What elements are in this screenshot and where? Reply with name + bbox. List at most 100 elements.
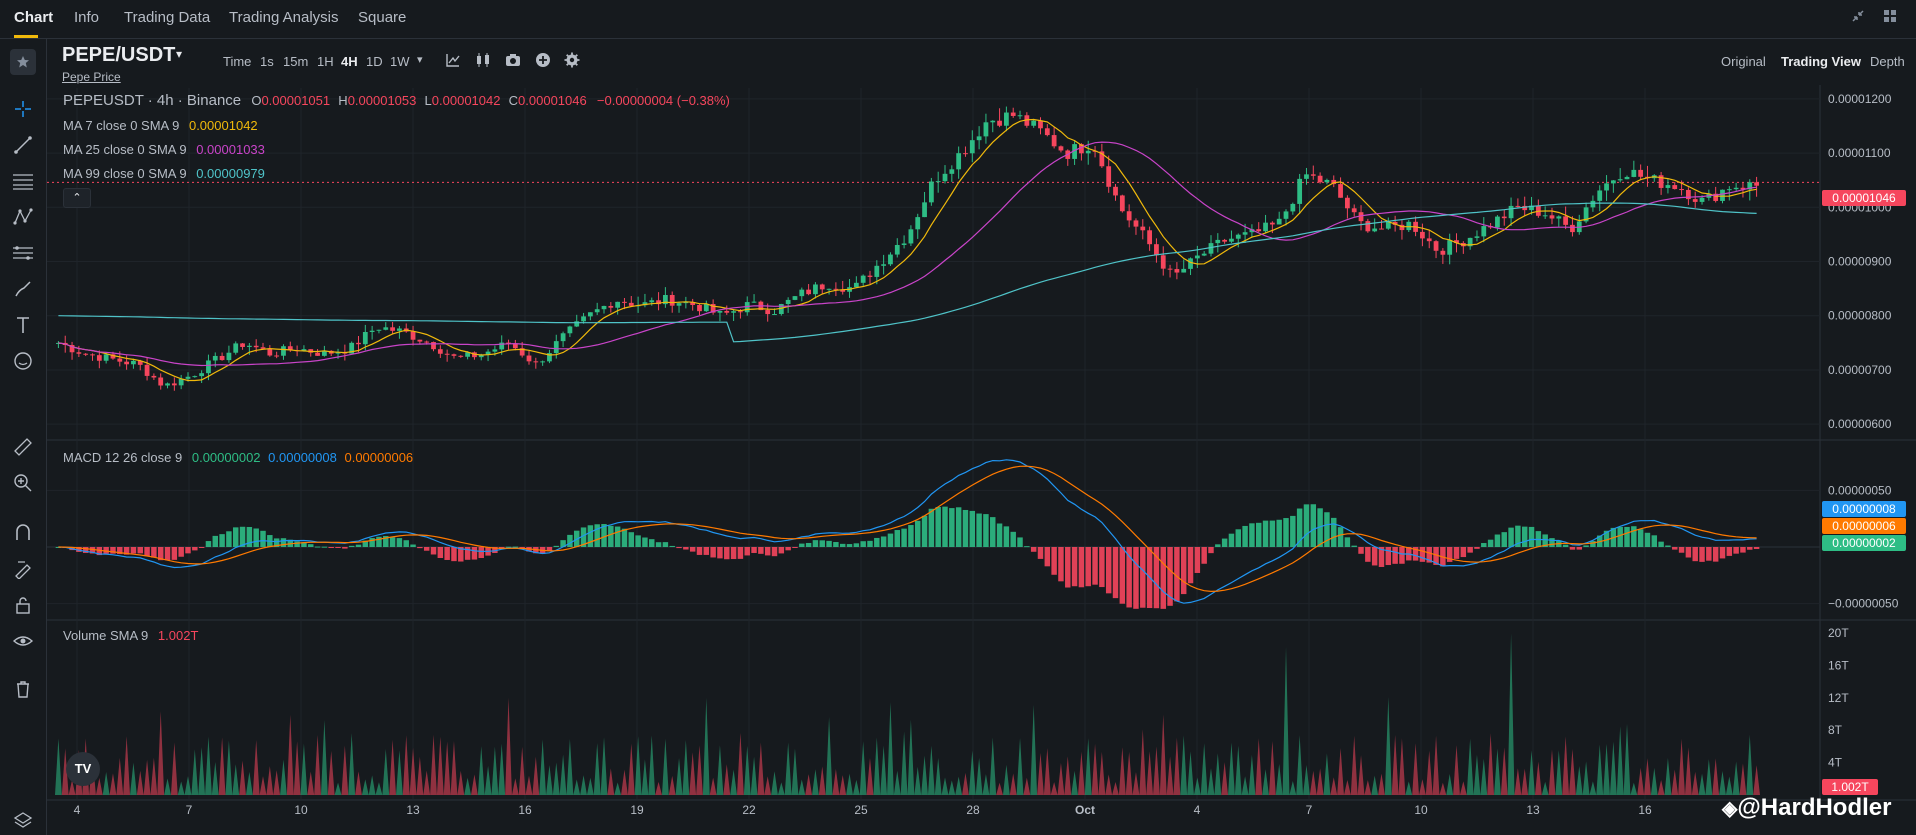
- volume-bar: [368, 775, 376, 795]
- candle-type-icon[interactable]: [475, 52, 491, 73]
- candle-body: [1038, 120, 1043, 129]
- pair-price-link[interactable]: Pepe Price: [62, 70, 121, 84]
- macd-histogram-bar: [369, 538, 375, 547]
- tab-trading-analysis[interactable]: Trading Analysis: [229, 9, 339, 26]
- macd-histogram-bar: [430, 547, 437, 555]
- volume-bar: [696, 745, 703, 795]
- volume-bar: [525, 775, 533, 795]
- volume-bar: [1712, 758, 1720, 795]
- candle-body: [1447, 240, 1453, 255]
- brush-icon[interactable]: [10, 276, 36, 302]
- interval-time[interactable]: Time: [223, 54, 252, 69]
- macd-histogram-bar: [321, 546, 328, 548]
- macd-histogram-bar: [1392, 547, 1398, 564]
- volume-bar: [1575, 765, 1583, 795]
- candle-body: [499, 342, 505, 350]
- candle-body: [1740, 187, 1746, 190]
- view-original[interactable]: Original: [1721, 54, 1766, 69]
- volume-bar: [245, 771, 253, 795]
- ma25-legend: MA 25 close 0 SMA 9 0.00001033: [63, 142, 265, 157]
- ruler-icon[interactable]: [10, 434, 36, 460]
- tradingview-logo[interactable]: TV: [66, 752, 100, 786]
- interval-4h[interactable]: 4H: [341, 54, 358, 69]
- macd-histogram-bar: [505, 546, 512, 548]
- fib-icon[interactable]: [10, 240, 36, 266]
- horizontal-lines-icon[interactable]: [10, 168, 36, 194]
- interval-1s[interactable]: 1s: [260, 54, 274, 69]
- layout-grid-icon[interactable]: [1881, 9, 1899, 27]
- candle-body: [792, 296, 798, 300]
- macd-histogram-bar: [260, 530, 266, 547]
- screenshot-icon[interactable]: [505, 52, 521, 73]
- settings-icon[interactable]: [564, 52, 580, 73]
- candle-body: [853, 282, 859, 288]
- tab-info[interactable]: Info: [74, 9, 100, 26]
- macd-histogram-bar: [601, 524, 607, 547]
- macd-signal-line: [58, 465, 1757, 593]
- candle-body: [526, 355, 532, 362]
- macd-histogram-bar: [1331, 517, 1337, 547]
- candle-body: [601, 305, 607, 310]
- volume-bar: [361, 779, 369, 795]
- magnet-icon[interactable]: [10, 519, 36, 545]
- tab-chart[interactable]: Chart: [14, 9, 54, 26]
- pair-dropdown-icon[interactable]: ▾: [176, 47, 183, 61]
- volume-bar: [1589, 781, 1597, 795]
- volume-bar: [157, 711, 165, 795]
- trend-line-icon[interactable]: [10, 132, 36, 158]
- symbol-info: PEPEUSDT · 4h · Binance: [63, 92, 242, 109]
- view-depth[interactable]: Depth: [1870, 54, 1905, 69]
- trash-icon[interactable]: [10, 676, 36, 702]
- macd-histogram-bar: [1065, 547, 1071, 588]
- layers-icon[interactable]: [10, 807, 36, 833]
- interval-dropdown-icon[interactable]: ▾: [417, 54, 423, 66]
- volume-bar: [300, 743, 308, 795]
- macd-histogram-bar: [1706, 547, 1712, 561]
- macd-histogram-bar: [1726, 547, 1733, 556]
- macd-histogram-bar: [805, 542, 812, 547]
- ohlc-legend: PEPEUSDT · 4h · Binance O0.00001051 H0.0…: [63, 92, 730, 109]
- emoji-icon[interactable]: [10, 348, 36, 374]
- macd-histogram-bar: [812, 540, 819, 547]
- macd-histogram-bar: [1303, 504, 1310, 547]
- collapse-icon[interactable]: [1849, 9, 1867, 27]
- interval-1d[interactable]: 1D: [366, 54, 383, 69]
- pair-selector[interactable]: PEPE/USDT: [62, 44, 176, 66]
- unlock-icon[interactable]: [10, 592, 36, 618]
- tab-trading-data[interactable]: Trading Data: [124, 9, 211, 26]
- zoom-icon[interactable]: [10, 470, 36, 496]
- view-trading-view[interactable]: Trading View: [1781, 54, 1861, 69]
- candle-body: [560, 333, 566, 342]
- macd-histogram-bar: [1078, 547, 1085, 588]
- interval-1h[interactable]: 1H: [317, 54, 334, 69]
- macd-histogram-bar: [758, 547, 764, 554]
- candle-body: [1420, 231, 1425, 239]
- macd-histogram-bar: [908, 525, 914, 547]
- lock-drawing-icon[interactable]: [10, 556, 36, 582]
- tab-square[interactable]: Square: [358, 9, 407, 26]
- text-icon[interactable]: [10, 312, 36, 338]
- volume-bar: [1330, 777, 1338, 795]
- volume-bar: [348, 733, 356, 795]
- add-icon[interactable]: [535, 52, 551, 73]
- interval-15m[interactable]: 15m: [283, 54, 309, 69]
- crosshair-icon[interactable]: [10, 96, 36, 122]
- volume-bar: [1630, 782, 1638, 795]
- interval-1w[interactable]: 1W: [390, 54, 410, 69]
- volume-bar: [1255, 738, 1263, 795]
- pattern-icon[interactable]: [10, 204, 36, 230]
- candle-body: [1242, 232, 1248, 235]
- indicator-icon[interactable]: [445, 52, 461, 73]
- favorite-star-icon[interactable]: [10, 49, 36, 75]
- collapse-legend-button[interactable]: ⌃: [63, 188, 91, 208]
- time-axis-label: 16: [518, 803, 532, 817]
- volume-bar: [1153, 746, 1160, 795]
- candle-body: [1754, 182, 1759, 186]
- volume-bar: [198, 747, 206, 795]
- candle-body: [751, 301, 757, 303]
- candle-body: [1072, 144, 1077, 159]
- volume-bar: [1084, 738, 1092, 795]
- volume-bar: [389, 739, 396, 795]
- eye-icon[interactable]: [10, 628, 36, 654]
